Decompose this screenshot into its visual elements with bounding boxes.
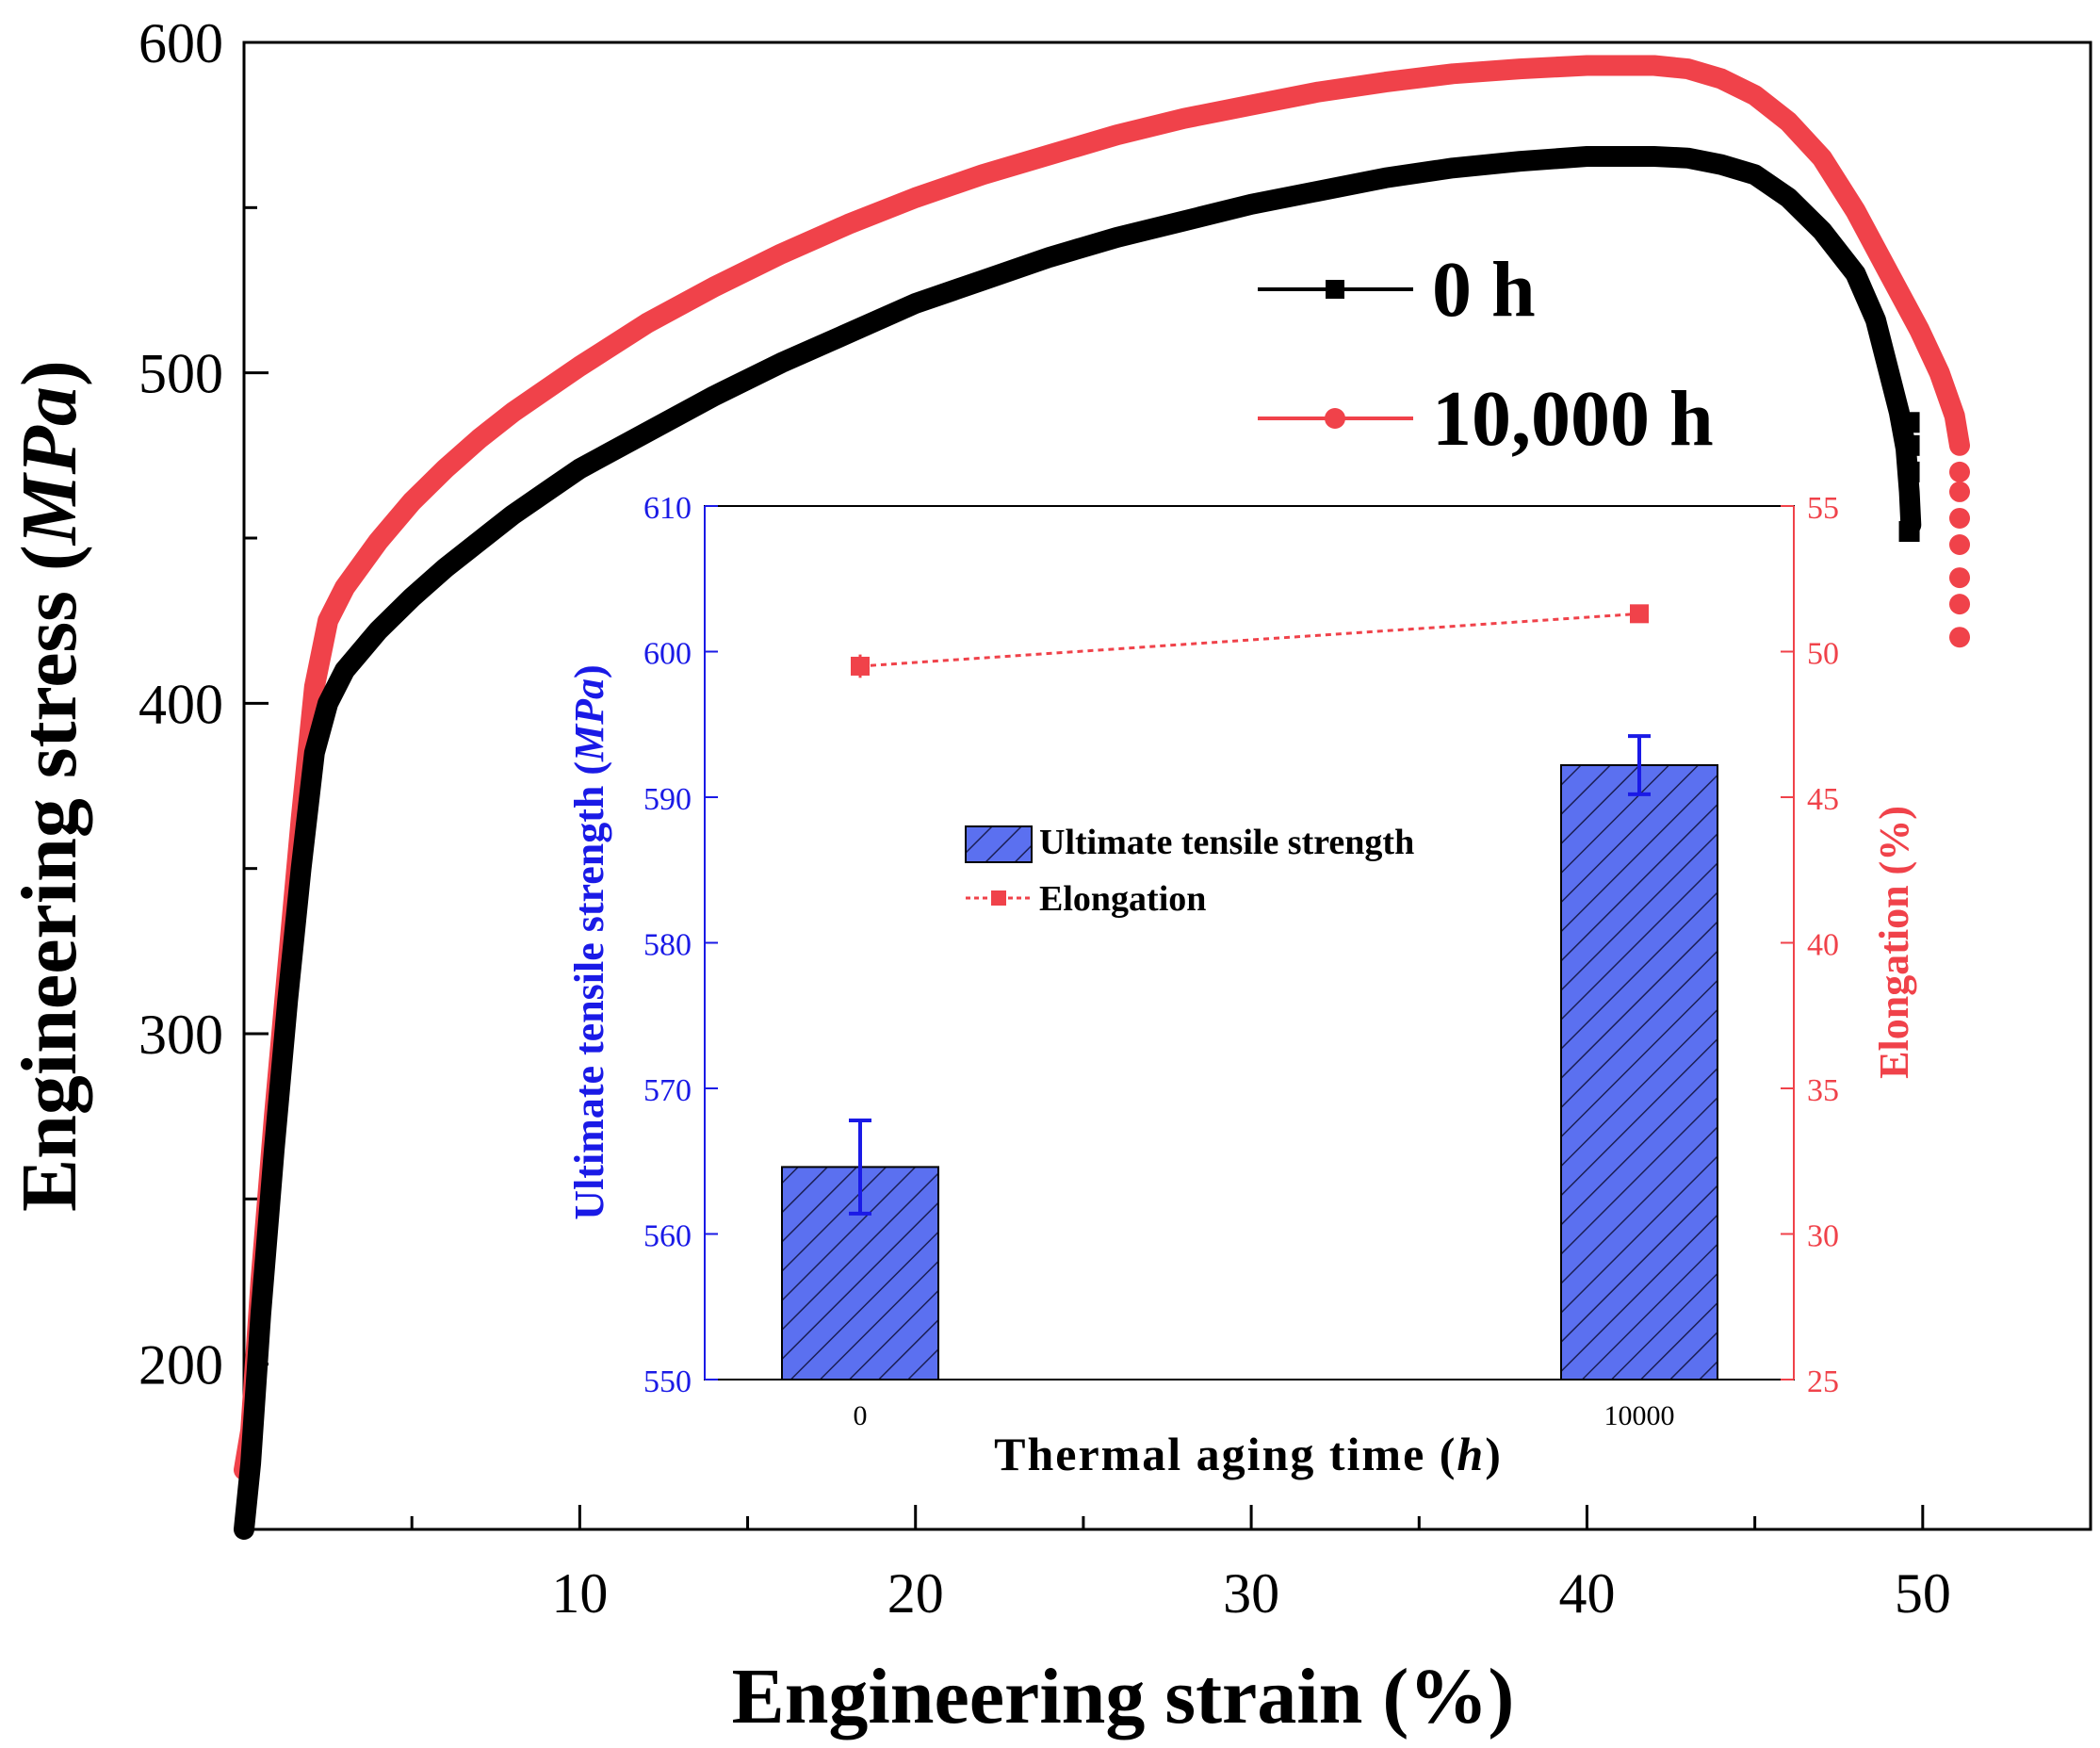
- series-marker-0h: [1898, 461, 1920, 482]
- inset-legend-square-icon: [991, 890, 1006, 906]
- series-marker-10000h: [1949, 461, 1971, 482]
- inset-legend: Ultimate tensile strength Elongation: [965, 823, 1414, 919]
- series-marker-10000h: [1949, 627, 1971, 648]
- inset-x-axis: 0 10000: [854, 1366, 1675, 1431]
- inset-left-tick-label: 560: [643, 1219, 692, 1254]
- series-marker-10000h: [1949, 567, 1971, 589]
- inset-right-tick-label: 50: [1807, 637, 1839, 672]
- inset-left-y-axis-label-close: ): [566, 664, 612, 678]
- main-y-axis: 200 300 400 500 600: [138, 12, 269, 1397]
- inset-legend-bar-swatch: [965, 825, 1033, 863]
- main-x-axis: 10 20 30 40 50: [410, 1505, 1951, 1625]
- series-marker-0h: [1898, 434, 1920, 456]
- main-y-axis-label-text: Engineering stress (: [6, 545, 93, 1212]
- inset-left-tick-label: 580: [643, 928, 692, 963]
- inset-left-tick-label: 550: [643, 1364, 692, 1399]
- inset-x-axis-label-unit: h: [1457, 1428, 1485, 1480]
- main-x-tick-label: 50: [1895, 1562, 1951, 1625]
- main-x-tick-label: 20: [887, 1562, 944, 1625]
- series-marker-0h: [1898, 520, 1920, 542]
- inset-left-y-axis: 550 560 570 580 590 600 610: [643, 491, 718, 1399]
- inset-legend-label-uts: Ultimate tensile strength: [1039, 823, 1414, 862]
- main-x-tick-label: 40: [1558, 1562, 1615, 1625]
- legend-entry-10000h: 10,000 h: [1258, 375, 1714, 463]
- inset-right-tick-label: 30: [1807, 1219, 1839, 1254]
- inset-left-tick-label: 570: [643, 1073, 692, 1108]
- inset-x-axis-label: Thermal aging time (h): [994, 1428, 1503, 1480]
- series-marker-0h: [1898, 412, 1920, 433]
- main-y-tick-label: 400: [138, 673, 223, 735]
- legend-label-10000h: 10,000 h: [1432, 375, 1714, 463]
- series-marker-10000h: [1949, 507, 1971, 529]
- main-y-axis-label-close: ): [6, 360, 93, 386]
- elongation-marker-0: [851, 656, 870, 676]
- inset-elongation-series: [851, 604, 1649, 678]
- main-y-tick-label: 200: [138, 1334, 223, 1397]
- main-y-tick-label: 500: [138, 343, 223, 405]
- inset-right-y-axis-label: Elongation (%): [1871, 806, 1917, 1079]
- inset-legend-label-elongation: Elongation: [1039, 879, 1206, 919]
- inset-plot: 550 560 570 580 590 600 610 25 30 35 40 45 50 55 0 10…: [566, 491, 1917, 1480]
- inset-x-tick-label: 0: [854, 1400, 868, 1431]
- inset-x-tick-label: 10000: [1604, 1400, 1675, 1431]
- main-y-axis-label-unit: MPa: [6, 386, 93, 547]
- inset-x-axis-label-text: Thermal aging time (: [994, 1428, 1457, 1480]
- inset-right-tick-label: 25: [1807, 1364, 1839, 1399]
- inset-left-y-axis-label-unit: MPa: [566, 678, 612, 762]
- series-line-10000h: [234, 55, 1970, 1480]
- main-legend: 0 h 10,000 h: [1258, 246, 1714, 463]
- uts-bar-10000: [1560, 764, 1718, 1380]
- main-y-tick-label: 300: [138, 1004, 223, 1066]
- legend-entry-0h: 0 h: [1258, 246, 1536, 334]
- series-marker-10000h: [1949, 481, 1971, 502]
- legend-marker-circle-icon: [1325, 408, 1345, 429]
- inset-left-tick-label: 610: [643, 491, 692, 526]
- inset-right-tick-label: 35: [1807, 1073, 1839, 1108]
- main-y-tick-label: 600: [138, 12, 223, 74]
- main-plot-frame: [242, 41, 2092, 1531]
- legend-marker-square-icon: [1326, 280, 1344, 299]
- series-marker-10000h: [1949, 594, 1971, 615]
- main-y-axis-label: Engineering stress (MPa): [6, 360, 93, 1212]
- series-line-0h: [234, 146, 1922, 1540]
- main-x-tick-label: 10: [551, 1562, 608, 1625]
- inset-right-tick-label: 40: [1807, 928, 1839, 963]
- inset-left-y-axis-label: Ultimate tensile strength (MPa): [566, 664, 612, 1219]
- main-series-group: [234, 55, 1971, 1540]
- inset-right-y-axis: 25 30 35 40 45 50 55: [1781, 491, 1839, 1399]
- inset-x-axis-label-close: ): [1485, 1428, 1503, 1480]
- inset-right-tick-label: 55: [1807, 491, 1839, 526]
- inset-left-tick-label: 590: [643, 782, 692, 817]
- inset-right-tick-label: 45: [1807, 782, 1839, 817]
- main-x-axis-label: Engineering strain (%): [732, 1653, 1515, 1740]
- main-x-tick-label: 30: [1223, 1562, 1279, 1625]
- inset-bar-series: [781, 734, 1718, 1381]
- legend-label-0h: 0 h: [1432, 246, 1536, 334]
- elongation-marker-10000: [1630, 604, 1649, 624]
- inset-left-tick-label: 600: [643, 637, 692, 672]
- series-marker-10000h: [1949, 534, 1971, 556]
- inset-left-y-axis-label-text: Ultimate tensile strength (: [566, 761, 612, 1220]
